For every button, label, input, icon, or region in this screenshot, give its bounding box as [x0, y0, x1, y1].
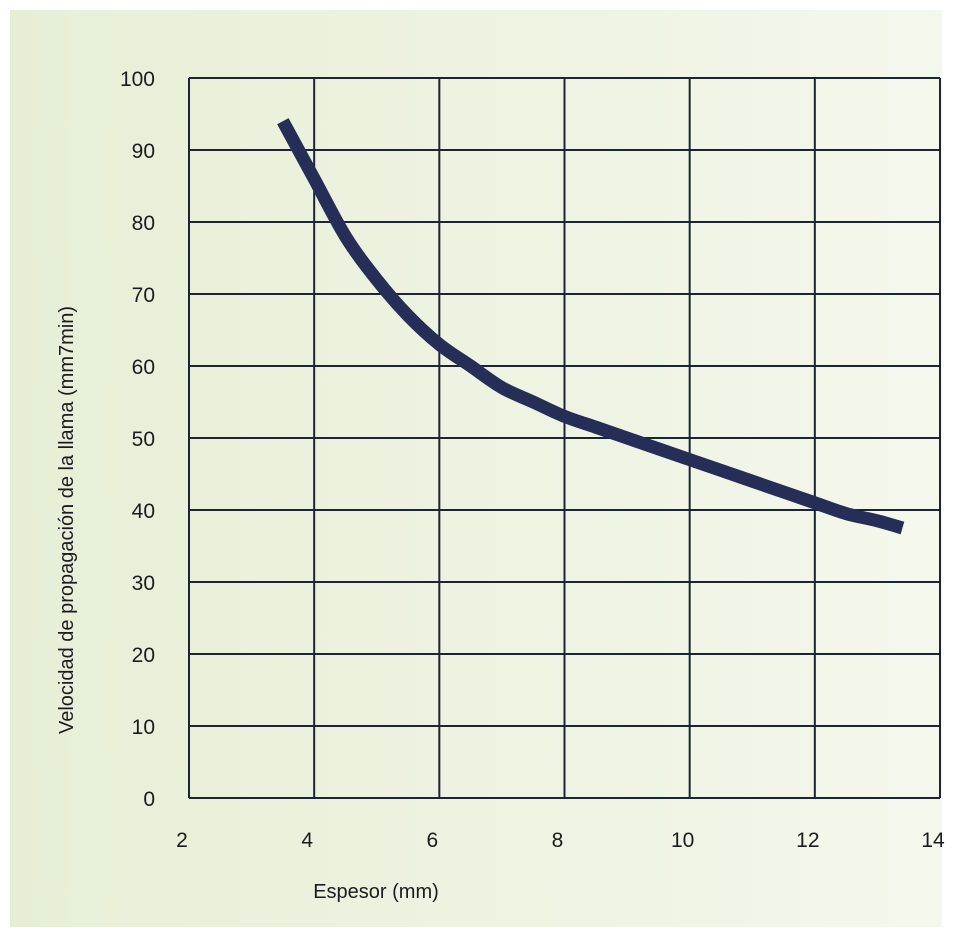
y-tick-label: 60	[132, 356, 155, 379]
y-tick-label: 70	[132, 284, 155, 307]
y-tick-label: 0	[143, 788, 155, 811]
x-tick-label: 2	[176, 829, 188, 852]
x-tick-label: 6	[426, 829, 438, 852]
y-tick-label: 50	[132, 428, 155, 451]
x-tick-label: 4	[301, 829, 313, 852]
x-tick-label: 14	[921, 829, 945, 852]
y-tick-label: 40	[132, 500, 155, 523]
chart-background	[10, 10, 942, 927]
grid	[188, 77, 941, 799]
y-tick-label: 10	[132, 716, 155, 739]
y-tick-label: 80	[132, 212, 155, 235]
y-tick-label: 100	[120, 68, 155, 91]
x-tick-label: 8	[552, 829, 564, 852]
series-line-0	[277, 118, 905, 535]
x-axis-ticks: 2 4 6 8 10 12 14	[176, 829, 945, 852]
y-tick-label: 20	[132, 644, 155, 667]
x-tick-label: 12	[796, 829, 819, 852]
y-axis-ticks: 0 10 20 30 40 50 60 70 80 90 100	[120, 68, 155, 811]
x-tick-label: 10	[671, 829, 694, 852]
y-tick-label: 30	[132, 572, 155, 595]
y-axis-title: Velocidad de propagación de la llama (mm…	[56, 306, 78, 734]
y-tick-label: 90	[132, 140, 155, 163]
x-axis-title: Espesor (mm)	[313, 881, 439, 903]
series-lines	[277, 118, 905, 535]
